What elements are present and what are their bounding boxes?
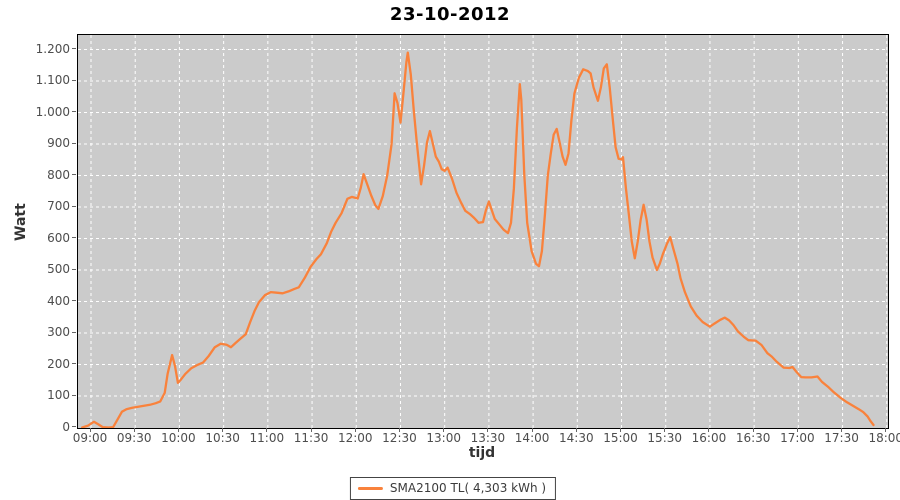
y-tick-label: 100 [47, 388, 70, 402]
x-tick-mark [487, 428, 489, 432]
legend: SMA2100 TL( 4,303 kWh ) [349, 477, 557, 500]
y-tick-label: 1.100 [35, 73, 70, 87]
x-tick-mark [752, 428, 754, 432]
x-tick-mark [89, 428, 91, 432]
x-tick-mark [708, 428, 710, 432]
y-tick-label: 1.000 [35, 104, 70, 119]
y-tick-mark [72, 79, 76, 81]
y-tick-mark [72, 142, 76, 144]
y-tick-mark [72, 394, 76, 396]
line-chart-canvas [78, 35, 888, 428]
y-tick-mark [72, 363, 76, 364]
x-tick-mark [664, 428, 666, 432]
y-tick-mark [72, 111, 76, 112]
y-tick-label: 900 [47, 136, 70, 150]
x-tick-label: 09:30 [116, 431, 152, 445]
x-tick-label: 16:30 [735, 431, 771, 445]
x-tick-label: 14:30 [559, 431, 594, 445]
y-tick-mark [72, 237, 76, 238]
x-tick-mark [398, 428, 400, 432]
y-tick-mark [72, 174, 76, 175]
x-tick-label: 11:00 [249, 431, 285, 445]
chart-title: 23-10-2012 [389, 4, 511, 25]
x-tick-mark [841, 428, 843, 432]
y-tick-label: 300 [47, 325, 70, 339]
x-tick-mark [443, 428, 445, 432]
y-tick-mark [72, 268, 76, 270]
series-line-swatch-icon [357, 487, 383, 490]
x-tick-mark [266, 428, 268, 432]
legend-series-label: SMA2100 TL( 4,303 kWh ) [389, 481, 547, 495]
x-tick-label: 17:30 [824, 431, 859, 445]
x-tick-label: 15:30 [647, 431, 683, 445]
y-tick-mark [72, 300, 76, 301]
x-tick-mark [310, 428, 312, 432]
x-tick-label: 10:00 [161, 431, 196, 445]
y-tick-label: 700 [47, 199, 70, 213]
y-tick-mark [72, 205, 76, 207]
x-tick-mark [222, 428, 224, 432]
x-tick-label: 15:00 [603, 431, 638, 445]
y-tick-label: 600 [47, 230, 70, 245]
y-tick-label: 400 [47, 293, 70, 308]
x-tick-mark [133, 428, 135, 432]
x-tick-mark [575, 428, 577, 432]
x-tick-label: 12:00 [337, 431, 373, 445]
x-tick-mark [885, 428, 887, 432]
x-tick-label: 13:00 [426, 431, 461, 445]
x-tick-label: 11:30 [293, 431, 329, 445]
x-tick-mark [354, 428, 356, 432]
y-tick-mark [72, 331, 76, 333]
plot-area [77, 34, 889, 429]
x-tick-label: 17:00 [780, 431, 815, 445]
y-tick-label: 1.200 [35, 41, 70, 56]
x-tick-label: 09:00 [72, 431, 108, 445]
x-tick-label: 12:30 [382, 431, 417, 445]
y-tick-label: 500 [47, 262, 70, 276]
x-tick-mark [531, 428, 533, 432]
x-tick-mark [177, 428, 179, 432]
y-tick-label: 800 [47, 167, 70, 182]
x-tick-label: 16:00 [691, 431, 727, 445]
y-tick-label: 0 [62, 419, 70, 434]
y-tick-label: 200 [47, 356, 70, 371]
series-line [81, 51, 875, 428]
x-axis-label: tijd [468, 445, 496, 461]
x-tick-label: 18:00 [868, 431, 900, 445]
x-tick-mark [796, 428, 798, 432]
y-tick-mark [72, 48, 76, 49]
x-tick-label: 13:30 [470, 431, 506, 445]
x-tick-label: 10:30 [205, 431, 240, 445]
x-tick-mark [620, 428, 622, 432]
y-tick-mark [72, 426, 76, 427]
x-tick-label: 14:00 [514, 431, 550, 445]
